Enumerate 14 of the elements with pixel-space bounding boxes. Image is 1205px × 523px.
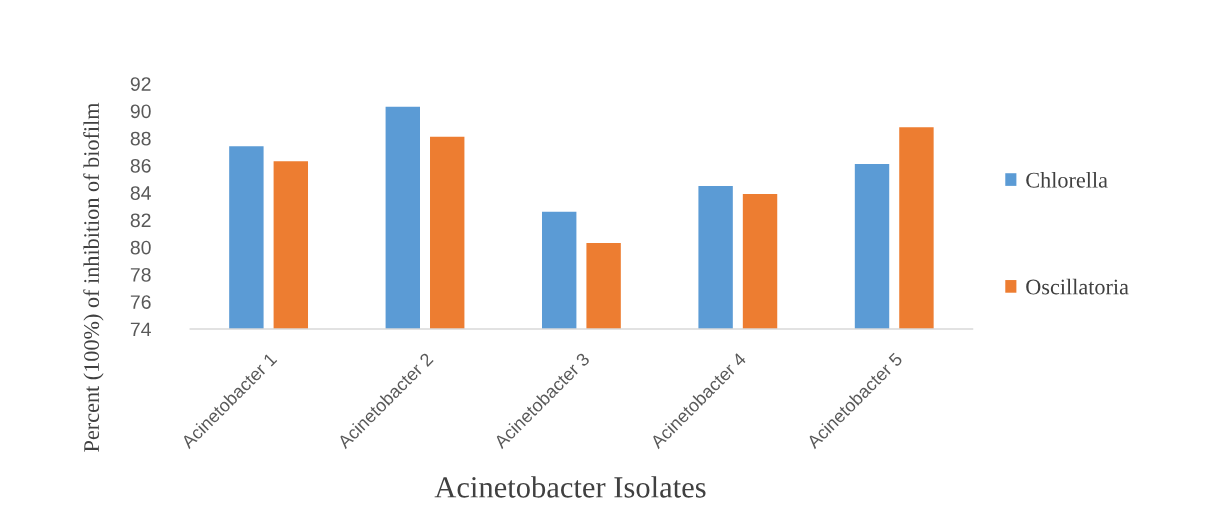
y-tick-label: 80 (130, 240, 151, 255)
y-tick-label: 76 (130, 295, 151, 309)
y-tick-label: 86 (130, 158, 151, 173)
x-axis-title: Acinetobacter Isolates (434, 476, 706, 498)
y-tick-label: 82 (130, 213, 151, 228)
y-tick-label: 88 (130, 131, 151, 146)
y-tick-label: 90 (130, 104, 151, 119)
y-tick-label: 74 (130, 322, 151, 337)
y-tick-label: 84 (130, 186, 151, 200)
legend-label: Oscillatoria (1026, 278, 1129, 295)
y-tick-label: 92 (130, 77, 151, 91)
y-tick-label: 78 (130, 267, 151, 282)
y-axis-title: Percent (100%) of inhibition of biofilm (83, 102, 104, 452)
legend-label: Chlorella (1026, 172, 1108, 188)
